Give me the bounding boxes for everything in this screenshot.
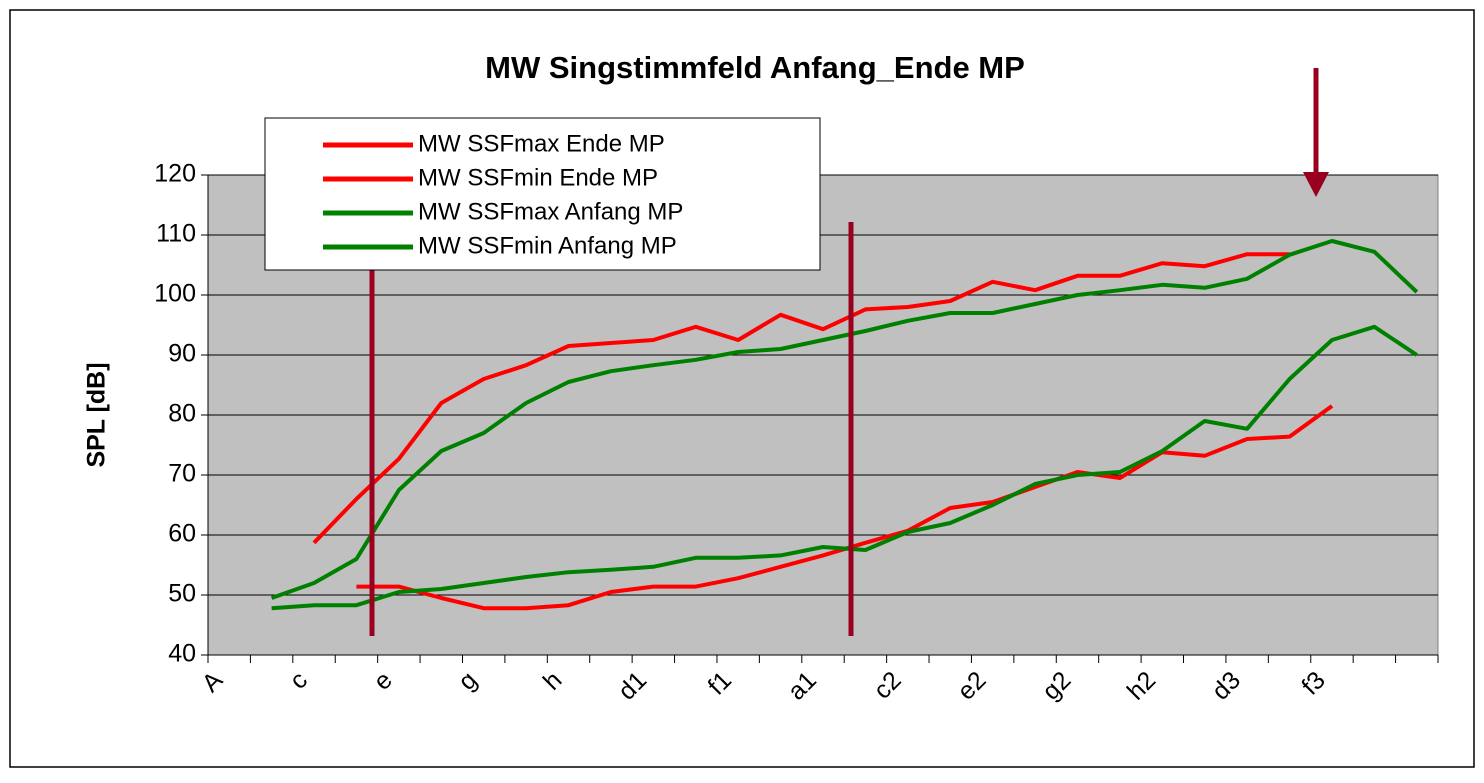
legend-label: MW SSFmin Ende MP: [418, 164, 658, 191]
series-line: [271, 324, 1418, 611]
y-tick-label: 60: [168, 520, 196, 548]
legend-label: MW SSFmax Ende MP: [418, 130, 665, 157]
y-tick-label: 110: [156, 220, 196, 248]
y-tick-label: 90: [168, 340, 196, 368]
series-line: [312, 252, 1290, 545]
y-tick-label: 40: [168, 640, 196, 668]
lines: [270, 239, 1419, 611]
y-tick-label: 50: [168, 580, 196, 608]
y-tick-label: 80: [168, 400, 196, 428]
y-tick-label: 70: [168, 460, 196, 488]
chart-title: MW Singstimmfeld Anfang_Ende MP: [485, 50, 1025, 85]
y-tick-label: 120: [154, 160, 196, 188]
arrow-head: [1303, 172, 1329, 197]
legend-label: MW SSFmin Anfang MP: [418, 232, 677, 259]
series-line: [270, 239, 1419, 600]
legend-label: MW SSFmax Anfang MP: [418, 198, 683, 225]
legend-entries: MW SSFmax Ende MP MW SSFmin Ende MP MW SSF…: [323, 130, 683, 259]
y-tick-label: 100: [154, 280, 196, 308]
y-axis-label: SPL [dB]: [83, 362, 111, 467]
